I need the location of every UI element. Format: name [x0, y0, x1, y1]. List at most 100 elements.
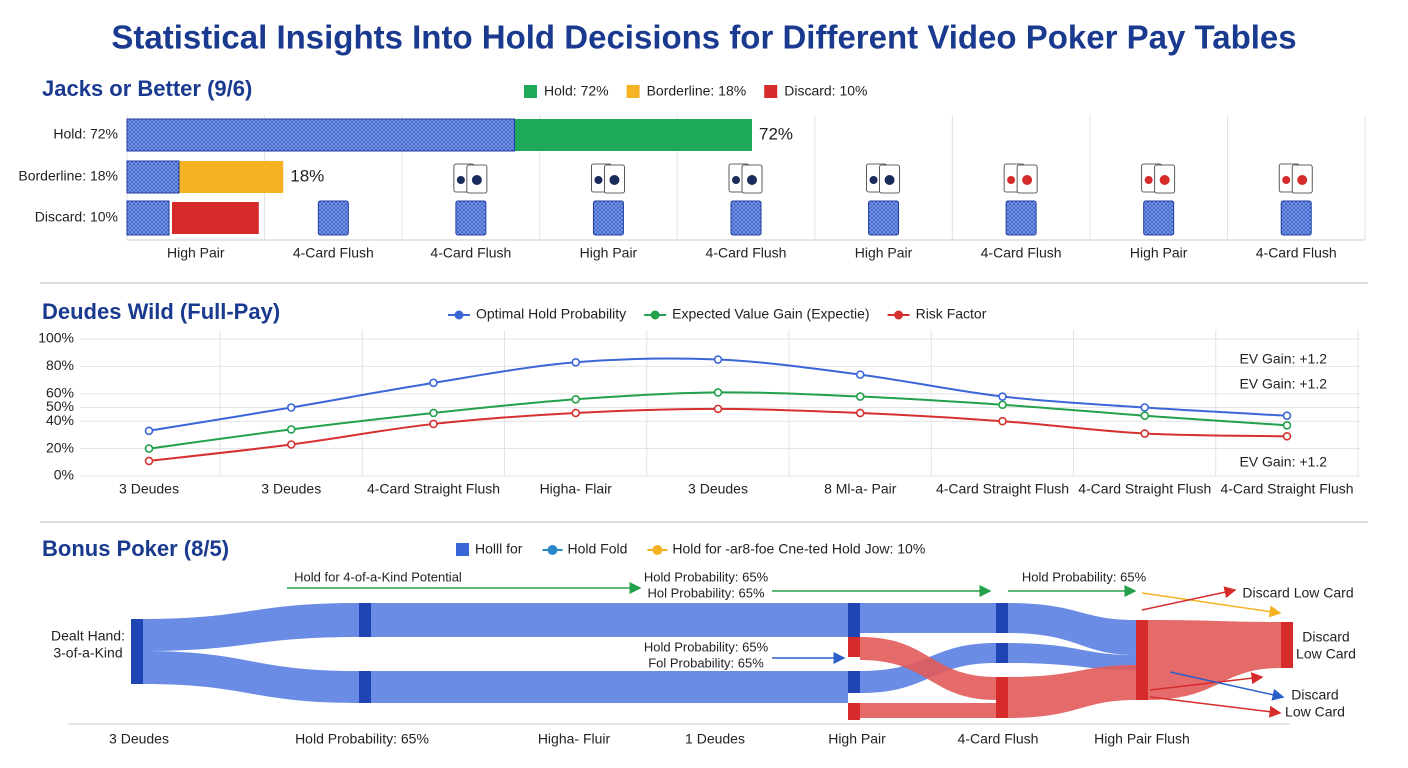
x-tick-label: High Pair Flush: [1094, 731, 1190, 747]
arrow: [1169, 671, 1285, 701]
flow: [1007, 603, 1136, 655]
node: [848, 603, 860, 637]
legend-marker: [454, 310, 464, 320]
node-label: Discard: [1302, 629, 1349, 645]
data-point: [1140, 403, 1150, 412]
data-point: [998, 400, 1007, 410]
node-label: Dealt Hand:: [51, 628, 125, 644]
x-tick-label: 4-Card Flush: [1256, 245, 1337, 261]
card-back: [1280, 200, 1312, 236]
card-suit: [1297, 175, 1308, 185]
data-point: [286, 403, 296, 412]
legend-marker: [652, 545, 663, 555]
card-suit: [456, 176, 465, 184]
card-suit: [869, 176, 878, 184]
annotation: EV Gain: +1.2: [1239, 376, 1327, 392]
node: [996, 677, 1008, 718]
flow: [1007, 643, 1136, 670]
legend-marker: [894, 310, 904, 320]
card-back: [1005, 200, 1037, 236]
section-title: Bonus Poker (8/5): [42, 536, 229, 561]
card-back: [1143, 200, 1175, 236]
data-point: [286, 425, 296, 434]
x-tick-label: 1 Deudes: [685, 731, 745, 747]
card-suit: [1007, 176, 1016, 184]
annotation: Hol Probability: 65%: [647, 585, 764, 600]
node-label: Discard: [1291, 687, 1338, 703]
node-label: Low Card: [1296, 646, 1356, 662]
arrow: [1141, 586, 1237, 611]
data-point: [286, 440, 296, 449]
arrow: [1149, 672, 1264, 691]
card-suit: [1282, 176, 1291, 184]
data-point: [429, 419, 438, 429]
x-tick-label: 4-Card Flush: [706, 245, 787, 261]
y-tick-label: 60%: [46, 385, 74, 401]
data-point: [998, 416, 1007, 426]
legend-swatch: [764, 85, 778, 98]
data-point: [429, 408, 438, 418]
arrow: [1149, 696, 1282, 718]
data-point: [571, 408, 581, 418]
card-back: [592, 200, 624, 236]
data-point: [713, 404, 723, 414]
node: [1281, 622, 1293, 668]
data-point: [571, 394, 581, 404]
bar: [172, 202, 259, 234]
data-point: [571, 357, 581, 367]
x-tick-label: 4-Card Straight Flush: [1220, 481, 1353, 497]
annotation: Fol Probability: 65%: [648, 655, 764, 670]
legend-marker: [650, 310, 660, 320]
x-tick-label: Higha- Fluir: [538, 731, 611, 747]
flow: [371, 671, 848, 703]
data-point: [144, 444, 154, 453]
x-tick-label: 3 Deudes: [119, 481, 179, 497]
flow: [1007, 665, 1136, 718]
section-title: Jacks or Better (9/6): [42, 76, 252, 101]
flow: [143, 651, 359, 703]
y-tick-label: Borderline: 18%: [18, 168, 118, 184]
value-label: 18%: [290, 166, 324, 185]
data-point: [1282, 431, 1292, 441]
data-point: [855, 408, 865, 418]
data-point: [998, 392, 1007, 401]
node: [848, 637, 860, 657]
card-suit: [1159, 175, 1170, 185]
legend-label: Hold for -ar8-foe Cne-ted Hold Jow: 10%: [672, 541, 925, 557]
node: [848, 671, 860, 693]
x-tick-label: 4-Card Flush: [293, 245, 374, 261]
data-point: [713, 388, 723, 397]
data-point: [144, 426, 154, 436]
data-point: [713, 355, 723, 364]
y-tick-label: Hold: 72%: [53, 126, 118, 142]
x-tick-label: 8 Ml-a- Pair: [824, 481, 897, 497]
card-suit: [747, 175, 757, 185]
value-label: 72%: [759, 124, 793, 143]
legend-label: Holll for: [475, 541, 523, 557]
card-suit: [471, 175, 482, 185]
card-suit: [1022, 175, 1033, 185]
series-line: [148, 407, 1288, 462]
data-point: [144, 456, 154, 466]
annotation: Hold Probability: 65%: [644, 569, 769, 584]
card-back: [455, 200, 487, 236]
data-point: [429, 378, 438, 388]
card-suit: [609, 175, 620, 185]
card-suit: [732, 176, 740, 184]
data-point: [1282, 421, 1292, 430]
node: [996, 603, 1008, 633]
x-tick-label: 3 Deudes: [688, 481, 748, 497]
annotation: Hold for 4-of-a-Kind Potential: [294, 569, 462, 584]
node-label: Discard Low Card: [1242, 585, 1353, 601]
x-tick-label: 4-Card Flush: [981, 245, 1062, 261]
node: [1136, 620, 1148, 700]
bar-pattern: [126, 118, 515, 152]
data-point: [1282, 411, 1292, 421]
legend-marker: [547, 545, 558, 555]
card-back: [126, 200, 170, 236]
x-tick-label: 4-Card Flush: [430, 245, 511, 261]
x-tick-label: High Pair: [167, 245, 225, 261]
legend-label: Borderline: 18%: [647, 83, 747, 99]
y-tick-label: 40%: [46, 412, 74, 428]
